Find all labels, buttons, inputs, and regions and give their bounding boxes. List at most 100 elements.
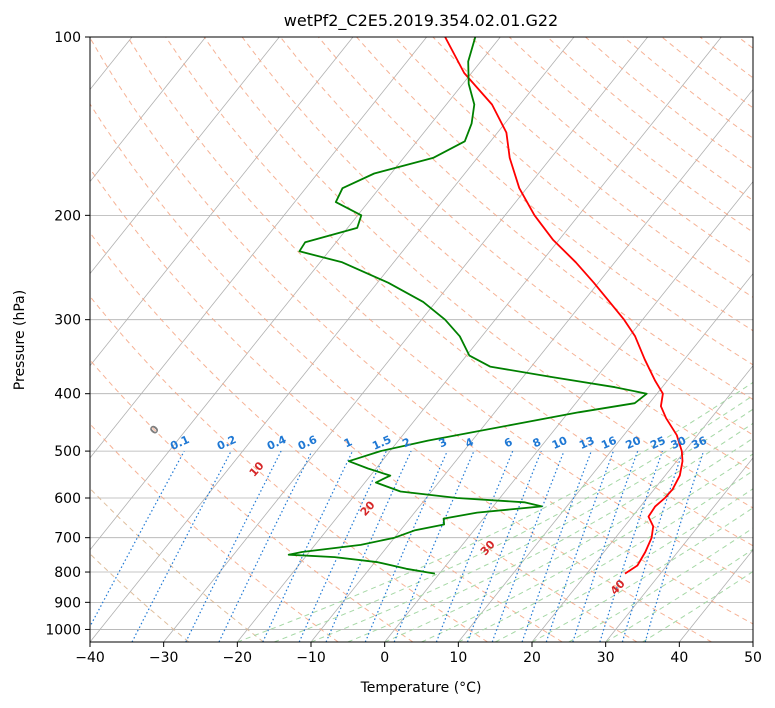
y-tick-label: 300 bbox=[54, 313, 81, 329]
mixing-ratio-line bbox=[644, 450, 705, 642]
isotherm-line bbox=[90, 37, 206, 183]
moist-adiabat-line bbox=[310, 408, 753, 642]
moist-adiabat-line bbox=[458, 470, 753, 642]
x-axis-label: Temperature (°C) bbox=[360, 680, 482, 696]
isotherm-line bbox=[90, 37, 280, 275]
mixing-ratio-label: 36 bbox=[690, 434, 710, 452]
chart-title: wetPf2_C2E5.2019.354.02.01.G22 bbox=[284, 11, 558, 31]
dry-adiabat-line bbox=[90, 487, 264, 642]
dry-adiabat-label: 30 bbox=[478, 538, 498, 558]
mixing-ratio-label: 10 bbox=[550, 434, 570, 452]
x-tick-label: 10 bbox=[449, 650, 467, 666]
dry-adiabat-line bbox=[737, 37, 753, 49]
y-tick-label: 500 bbox=[54, 444, 81, 460]
x-tick-label: 50 bbox=[744, 650, 762, 666]
isotherm-line bbox=[90, 37, 575, 642]
moist-adiabat-line bbox=[237, 381, 753, 642]
isotherm-line bbox=[90, 37, 501, 551]
y-axis: 100 200 300 400 500 600 700 800 900 1000 bbox=[45, 30, 90, 638]
isotherm-line bbox=[531, 365, 753, 642]
y-tick-label: 900 bbox=[54, 595, 81, 611]
mixing-ratio-line bbox=[262, 450, 354, 642]
isotherm-line bbox=[310, 88, 753, 642]
mixing-ratio-label: 6 bbox=[502, 435, 515, 450]
dry-adiabat-line bbox=[547, 37, 753, 201]
y-tick-label: 700 bbox=[54, 531, 81, 547]
mixing-ratio-label: 8 bbox=[531, 435, 543, 450]
dry-adiabats bbox=[90, 37, 753, 642]
dry-adiabat-line bbox=[356, 37, 753, 366]
isotherm-line bbox=[90, 37, 354, 367]
dry-adiabat-line bbox=[90, 103, 712, 642]
moist-adiabat-line bbox=[494, 488, 753, 642]
moist-adiabat-line bbox=[531, 507, 753, 642]
isotherm-line bbox=[605, 457, 753, 642]
dry-adiabat-line bbox=[699, 37, 753, 79]
dry-adiabat-line bbox=[90, 231, 563, 642]
dry-adiabat-line bbox=[394, 37, 753, 332]
dry-adiabat-line bbox=[90, 359, 414, 642]
mixing-ratio-line bbox=[325, 450, 412, 642]
dry-adiabat-label: 10 bbox=[247, 459, 267, 479]
isotherm-line bbox=[0, 37, 58, 642]
mixing-ratio-lines bbox=[90, 450, 705, 642]
dry-adiabat-line bbox=[585, 37, 753, 170]
dry-adiabat-line bbox=[203, 37, 753, 509]
isotherm-line bbox=[458, 273, 753, 642]
isotherms bbox=[0, 37, 753, 642]
x-tick-label: 40 bbox=[670, 650, 688, 666]
dry-adiabat-line bbox=[90, 37, 753, 625]
moist-adiabat-line bbox=[384, 437, 753, 642]
x-axis: −40 −30 −20 −10 0 10 20 30 40 50 bbox=[75, 642, 762, 666]
isotherm-line bbox=[163, 37, 648, 642]
mixing-ratio-label: 4 bbox=[463, 435, 476, 450]
y-tick-label: 1000 bbox=[45, 622, 81, 638]
series-line-0 bbox=[444, 37, 684, 575]
mixing-ratio-label: 20 bbox=[624, 434, 644, 452]
dry-adiabat-line bbox=[165, 37, 753, 547]
x-tick-label: 30 bbox=[597, 650, 615, 666]
x-tick-label: 0 bbox=[380, 650, 389, 666]
moist-adiabat-line bbox=[347, 422, 753, 642]
mixing-ratio-line bbox=[572, 450, 639, 642]
mixing-ratio-line bbox=[185, 450, 282, 642]
mixing-ratio-label: 16 bbox=[599, 434, 619, 452]
mixing-ratio-line bbox=[364, 450, 448, 642]
mixing-ratio-line bbox=[218, 450, 313, 642]
dry-adiabat-line bbox=[470, 37, 753, 266]
mixing-ratio-line bbox=[466, 450, 542, 642]
y-tick-label: 800 bbox=[54, 565, 81, 581]
isotherm-line bbox=[237, 37, 722, 642]
mixing-ratio-label: 0.6 bbox=[296, 433, 319, 453]
mixing-ratio-line bbox=[393, 450, 475, 642]
isotherm-line bbox=[90, 37, 427, 459]
mixing-ratio-line bbox=[621, 450, 684, 642]
moist-adiabat-line bbox=[642, 570, 753, 642]
x-tick-label: −30 bbox=[149, 650, 179, 666]
x-tick-label: −20 bbox=[223, 650, 253, 666]
mixing-ratio-label: 1 bbox=[342, 435, 354, 450]
dry-adiabat-label: 40 bbox=[608, 577, 628, 597]
dry-adiabat-line bbox=[90, 167, 638, 642]
y-tick-label: 400 bbox=[54, 387, 81, 403]
adiabat-labels: 0.10.20.40.611.52346810131620253036-100-… bbox=[147, 423, 710, 598]
series-line-1 bbox=[287, 37, 648, 575]
dry-adiabat-line bbox=[279, 37, 753, 436]
mixing-ratio-line bbox=[491, 450, 565, 642]
mixing-ratio-line bbox=[521, 450, 592, 642]
dry-adiabat-label: 20 bbox=[358, 498, 378, 518]
isotherm-line bbox=[679, 549, 753, 642]
mixing-ratio-line bbox=[435, 450, 514, 642]
isotherm-line bbox=[752, 641, 753, 642]
mixing-ratio-label: 2 bbox=[400, 435, 412, 450]
x-tick-label: −10 bbox=[296, 650, 326, 666]
y-axis-label: Pressure (hPa) bbox=[12, 290, 28, 390]
mixing-ratio-line bbox=[599, 450, 663, 642]
dry-adiabat-line bbox=[90, 553, 190, 642]
moist-adiabat-line bbox=[274, 394, 753, 642]
moist-adiabat-line bbox=[605, 548, 753, 642]
isotherm-line bbox=[384, 180, 753, 642]
y-tick-label: 200 bbox=[54, 208, 81, 224]
dry-adiabat-line bbox=[127, 37, 753, 586]
